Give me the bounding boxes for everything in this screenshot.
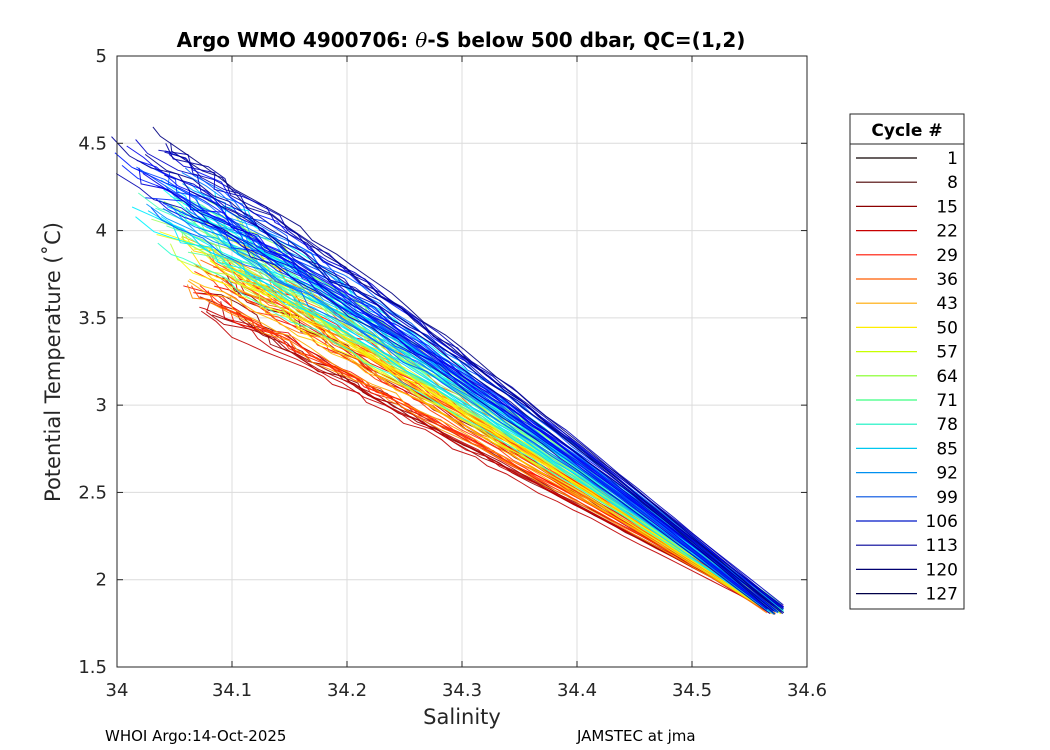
- footer-right: JAMSTEC at jma: [576, 727, 696, 745]
- profile-line-cycle-34: [186, 284, 776, 614]
- legend-label-cycle-78: 78: [936, 415, 958, 435]
- legend-label-cycle-36: 36: [936, 270, 958, 290]
- legend-label-cycle-92: 92: [936, 464, 958, 484]
- x-tick-label: 34.3: [442, 680, 482, 701]
- legend-box: [849, 113, 965, 610]
- profile-line-cycle-127: [152, 126, 773, 606]
- legend-label-cycle-22: 22: [936, 222, 958, 242]
- y-tick-label: 2: [96, 570, 107, 591]
- legend-label-cycle-120: 120: [926, 560, 958, 580]
- x-tick-label: 34.4: [557, 680, 597, 701]
- legend-label-cycle-113: 113: [926, 536, 958, 556]
- y-axis: 1.5 2 2.5 3 3.5 4 4.5 5: [78, 46, 807, 678]
- profile-line-cycle-83: [160, 216, 775, 615]
- legend-items: 1 8 15 22 29 36 43 50 57 64 71 78 85 92 99 106 113 120 127: [856, 149, 958, 605]
- legend-label-cycle-106: 106: [926, 512, 958, 532]
- profile-line-cycle-108: [114, 152, 768, 609]
- legend-label-cycle-71: 71: [936, 391, 958, 411]
- legend-label-cycle-127: 127: [926, 585, 958, 605]
- legend-label-cycle-85: 85: [936, 439, 958, 459]
- y-tick-label: 3: [96, 395, 107, 416]
- profile-line-cycle-8: [220, 301, 773, 611]
- chart-title: Argo WMO 4900706: θ-S below 500 dbar, QC…: [177, 28, 746, 52]
- x-tick-label: 34.1: [212, 680, 252, 701]
- legend-label-cycle-8: 8: [947, 173, 958, 193]
- y-tick-label: 1.5: [78, 657, 107, 678]
- profile-line-cycle-113: [155, 198, 775, 606]
- legend-label-cycle-57: 57: [936, 343, 958, 363]
- legend: Cycle # 18152229364350576471788592991061…: [849, 113, 965, 610]
- y-tick-label: 4: [96, 221, 107, 242]
- profile-line-cycle-115: [142, 172, 768, 610]
- y-tick-label: 3.5: [78, 308, 107, 329]
- x-axis-label: Salinity: [423, 705, 501, 729]
- x-tick-label: 34.5: [672, 680, 712, 701]
- profile-line-cycle-106: [145, 197, 783, 613]
- plot-area: [111, 55, 808, 668]
- profile-line-cycle-107: [121, 165, 784, 609]
- profile-line-cycle-52: [193, 263, 770, 613]
- legend-title: Cycle #: [871, 121, 942, 141]
- profile-line-cycle-121: [115, 173, 771, 614]
- x-tick-label: 34.6: [787, 680, 827, 701]
- footer-left: WHOI Argo:14-Oct-2025: [105, 727, 286, 745]
- profile-line-cycle-71: [138, 192, 775, 615]
- profile-line-cycle-125: [144, 154, 785, 614]
- profile-line-cycle-9: [200, 310, 776, 614]
- profile-line-cycle-114: [126, 145, 769, 610]
- profile-line-cycle-56: [169, 243, 781, 614]
- y-tick-label: 4.5: [78, 133, 107, 154]
- x-tick-label: 34.2: [327, 680, 367, 701]
- profile-line-cycle-119: [164, 174, 784, 606]
- x-tick-label: 34: [106, 680, 129, 701]
- x-axis: 34 34.1 34.2 34.3 34.4 34.5 34.6: [106, 56, 827, 701]
- profile-line-cycle-47: [209, 260, 770, 609]
- profile-line-cycle-37: [187, 280, 770, 605]
- profile-line-cycle-123: [165, 143, 774, 612]
- profile-line-cycle-126: [170, 142, 776, 615]
- profile-line-cycle-74: [157, 242, 769, 609]
- legend-label-cycle-43: 43: [936, 294, 958, 314]
- y-axis-label: Potential Temperature (˚C): [41, 222, 65, 502]
- legend-label-cycle-15: 15: [936, 197, 958, 217]
- profile-line-cycle-44: [190, 250, 774, 607]
- profile-line-cycle-97: [167, 172, 779, 610]
- profiles: [111, 126, 785, 616]
- y-tick-label: 2.5: [78, 482, 107, 503]
- legend-label-cycle-29: 29: [936, 246, 958, 266]
- profile-line-cycle-100: [150, 207, 772, 608]
- legend-label-cycle-50: 50: [936, 318, 958, 338]
- legend-label-cycle-1: 1: [947, 149, 958, 169]
- y-tick-label: 5: [96, 46, 107, 67]
- legend-label-cycle-99: 99: [936, 488, 958, 508]
- legend-label-cycle-64: 64: [936, 367, 958, 387]
